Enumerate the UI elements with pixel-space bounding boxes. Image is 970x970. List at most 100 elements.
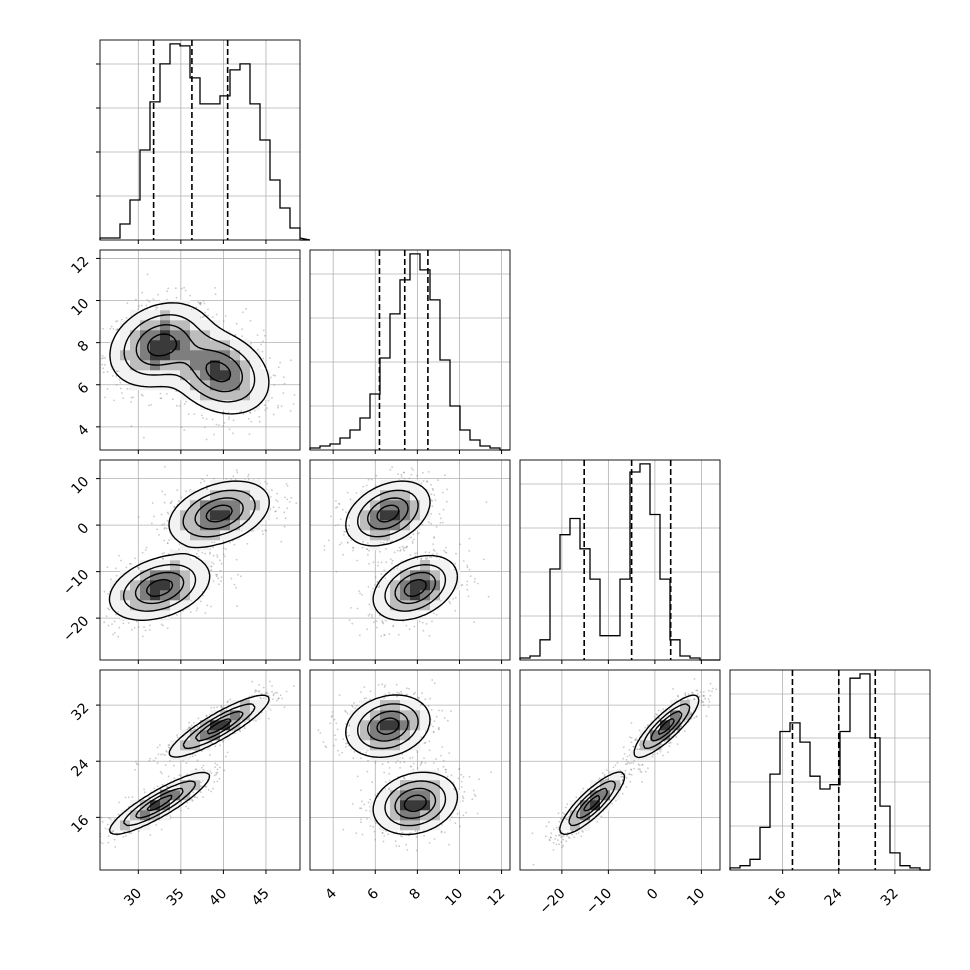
sample-point xyxy=(482,558,485,561)
sample-point xyxy=(214,762,217,765)
sample-point xyxy=(224,315,227,317)
sample-point xyxy=(402,548,405,550)
sample-point xyxy=(113,632,116,634)
sample-point xyxy=(200,302,202,304)
sample-point xyxy=(236,471,239,474)
sample-point xyxy=(128,562,131,565)
sample-point xyxy=(206,604,209,607)
density-cell xyxy=(170,580,181,591)
density-cell xyxy=(160,380,171,391)
sample-point xyxy=(137,308,140,311)
sample-point xyxy=(215,575,218,578)
sample-point xyxy=(454,609,457,612)
sample-point xyxy=(262,533,264,535)
density-cell xyxy=(180,350,191,361)
density-cell xyxy=(120,590,131,601)
sample-point xyxy=(448,600,451,603)
sample-point xyxy=(191,798,193,801)
sample-point xyxy=(110,578,112,581)
contours xyxy=(108,480,270,621)
sample-point xyxy=(104,357,106,359)
sample-point xyxy=(180,426,183,428)
sample-point xyxy=(202,417,204,419)
density-cell xyxy=(220,330,231,341)
sample-point xyxy=(102,357,105,359)
contour-level-3 xyxy=(146,504,233,597)
sample-point xyxy=(396,567,399,570)
sample-point xyxy=(335,570,338,573)
sample-point xyxy=(164,526,166,529)
density-cell xyxy=(130,600,141,611)
sample-point xyxy=(176,614,178,616)
sample-point xyxy=(441,491,444,494)
sample-point xyxy=(214,766,217,768)
panel-1-1 xyxy=(309,249,511,454)
sample-point xyxy=(356,559,359,562)
ytick-label-3: 10 xyxy=(68,296,92,320)
density-cell xyxy=(240,340,251,351)
sample-point xyxy=(106,370,109,373)
sample-point xyxy=(380,541,382,544)
sample-point xyxy=(420,482,423,485)
histogram-1 xyxy=(309,253,510,451)
density-cell xyxy=(410,490,421,501)
sample-point xyxy=(215,773,218,776)
sample-point xyxy=(227,411,230,414)
sample-point xyxy=(146,299,149,301)
sample-point xyxy=(106,823,109,826)
sample-point xyxy=(196,607,199,609)
sample-point xyxy=(199,303,202,306)
sample-point xyxy=(117,370,119,372)
sample-point xyxy=(102,367,104,370)
density-cell xyxy=(200,320,211,331)
sample-point xyxy=(264,334,266,337)
sample-point xyxy=(219,559,221,562)
sample-point xyxy=(421,621,424,624)
sample-point xyxy=(347,542,349,544)
histogram-0 xyxy=(99,43,311,241)
sample-point xyxy=(158,534,160,536)
density-cell xyxy=(180,550,191,561)
sample-point xyxy=(213,774,216,777)
density-cell xyxy=(220,340,231,351)
sample-point xyxy=(185,805,187,808)
sample-point xyxy=(233,583,236,586)
ytick-label-1: 6 xyxy=(75,380,93,398)
sample-point xyxy=(131,796,134,798)
sample-point xyxy=(249,411,252,414)
sample-point xyxy=(160,513,163,516)
ytick-label-3: 10 xyxy=(68,474,92,498)
sample-point xyxy=(118,801,120,804)
sample-point xyxy=(199,791,202,794)
density-cell xyxy=(220,510,231,521)
density-cell xyxy=(140,590,151,601)
sample-point xyxy=(180,809,183,812)
sample-point xyxy=(104,363,106,366)
density-cell xyxy=(200,520,211,531)
sample-point xyxy=(150,404,153,406)
sample-point xyxy=(135,620,138,623)
sample-point xyxy=(430,556,433,559)
sample-point xyxy=(276,517,278,520)
sample-point xyxy=(175,390,178,392)
sample-point xyxy=(213,541,216,544)
density-cell xyxy=(200,510,211,521)
sample-point xyxy=(228,428,231,431)
sample-point xyxy=(358,590,361,592)
density-cell xyxy=(220,370,231,381)
sample-point xyxy=(367,553,369,556)
density-cell xyxy=(200,490,211,501)
density-cell xyxy=(230,510,241,521)
sample-point xyxy=(197,301,200,304)
sample-point xyxy=(174,287,177,290)
density-cell xyxy=(170,300,181,311)
density-cell xyxy=(170,350,181,361)
sample-point xyxy=(177,548,180,551)
sample-point xyxy=(166,542,169,545)
sample-point xyxy=(366,628,368,631)
sample-point xyxy=(264,480,267,483)
sample-point xyxy=(260,692,263,695)
sample-point xyxy=(435,525,438,528)
sample-point xyxy=(425,623,428,625)
sample-point xyxy=(430,513,432,515)
